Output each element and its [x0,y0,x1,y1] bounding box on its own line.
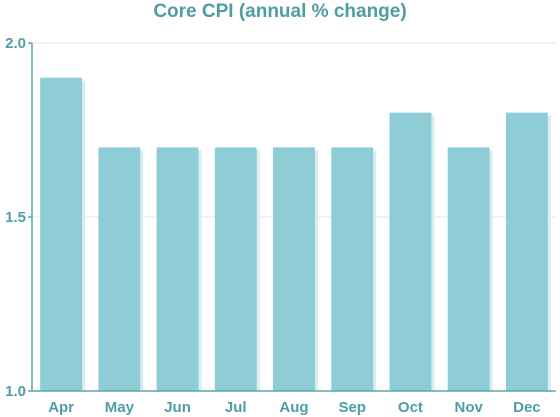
x-tick-label: May [105,399,135,416]
y-tick-label: 1.5 [5,209,26,226]
bar-apr[interactable] [40,77,83,392]
bar-jun[interactable] [156,147,199,391]
chart-title: Core CPI (annual % change) [153,1,407,22]
x-tick-label: Jun [164,399,191,416]
bar-nov[interactable] [447,147,490,391]
y-tick-label: 1.0 [5,383,26,400]
x-tick-label: Apr [48,399,74,416]
axes [28,42,556,392]
x-tick-label: Dec [513,399,541,416]
x-tick-label: Nov [454,399,483,416]
tick-labels: 1.0 1.5 2.0 Apr May Jun Jul Aug Sep Oct Nov Dec [5,35,541,416]
y-tick-label: 2.0 [5,35,26,52]
bar-may[interactable] [98,147,141,391]
bar-aug[interactable] [273,147,315,391]
bars [40,77,551,392]
bar-oct[interactable] [389,112,432,391]
x-tick-label: Sep [338,399,366,416]
x-tick-label: Jul [225,399,247,416]
bar-sep[interactable] [331,147,374,391]
bar-jul[interactable] [214,147,257,391]
x-tick-label: Oct [398,399,423,416]
x-tick-label: Aug [279,399,308,416]
bar-dec[interactable] [505,112,548,391]
